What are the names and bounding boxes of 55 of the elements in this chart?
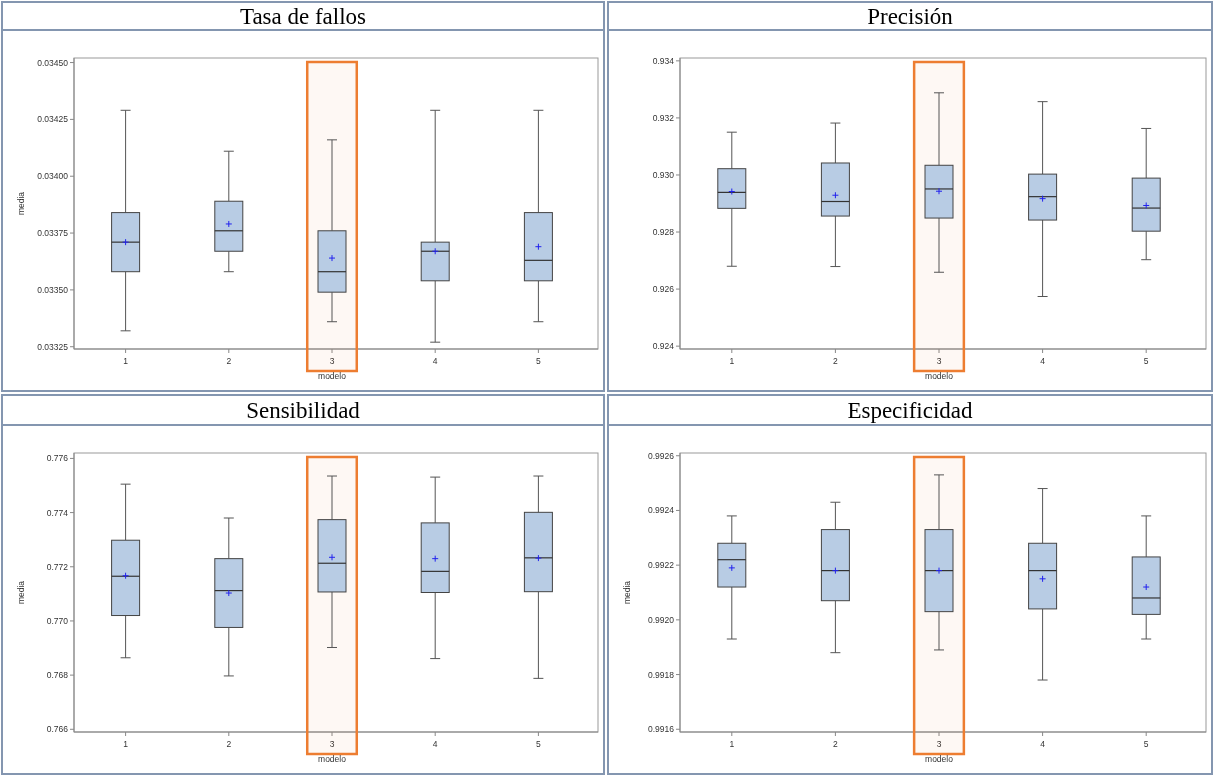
x-tick-label: 4 xyxy=(432,739,438,749)
y-tick-label: 0.9926 xyxy=(648,450,675,461)
y-tick-label: 0.770 xyxy=(46,615,69,626)
chart-title: Especificidad xyxy=(847,398,974,423)
y-axis-title: media xyxy=(16,580,26,605)
y-tick-label: 0.768 xyxy=(46,670,69,681)
y-tick-label: 0.766 xyxy=(46,724,69,735)
x-tick-label: 2 xyxy=(226,356,232,366)
y-tick-label: 0.926 xyxy=(652,284,675,295)
y-tick-label: 0.934 xyxy=(652,55,675,66)
y-tick-label: 0.930 xyxy=(652,169,675,180)
x-tick-label: 3 xyxy=(936,356,942,366)
y-tick-label: 0.9918 xyxy=(648,669,675,680)
y-tick-label: 0.03375 xyxy=(37,228,69,239)
x-tick-label: 3 xyxy=(329,739,335,749)
y-axis-title: media xyxy=(622,580,632,605)
x-axis-title: modelo xyxy=(318,754,347,764)
chart-title: Sensibilidad xyxy=(246,398,361,423)
x-tick-label: 4 xyxy=(1040,739,1046,749)
y-tick-label: 0.924 xyxy=(652,341,675,352)
x-tick-label: 4 xyxy=(1040,356,1046,366)
y-tick-label: 0.9922 xyxy=(648,560,675,571)
x-axis-title: modelo xyxy=(925,754,954,764)
y-tick-label: 0.776 xyxy=(46,453,69,464)
y-tick-label: 0.03325 xyxy=(37,341,69,352)
x-tick-label: 5 xyxy=(1143,356,1149,366)
x-tick-label: 3 xyxy=(936,739,942,749)
y-tick-label: 0.03400 xyxy=(37,171,69,182)
chart-title: Tasa de fallos xyxy=(239,4,367,29)
y-tick-label: 0.03450 xyxy=(37,57,69,68)
y-tick-label: 0.932 xyxy=(652,112,675,123)
x-tick-label: 1 xyxy=(123,739,129,749)
x-tick-label: 3 xyxy=(329,356,335,366)
y-tick-label: 0.9920 xyxy=(648,614,675,625)
y-tick-label: 0.774 xyxy=(46,507,69,518)
y-tick-label: 0.772 xyxy=(46,561,69,572)
x-tick-label: 5 xyxy=(1143,739,1149,749)
chart-title: Precisión xyxy=(867,4,954,29)
x-tick-label: 1 xyxy=(729,356,735,366)
x-tick-label: 2 xyxy=(833,356,839,366)
y-axis-title: media xyxy=(16,191,26,216)
y-tick-label: 0.9916 xyxy=(648,724,675,735)
x-tick-label: 2 xyxy=(833,739,839,749)
y-tick-label: 0.9924 xyxy=(648,505,675,516)
x-tick-label: 2 xyxy=(226,739,232,749)
y-tick-label: 0.928 xyxy=(652,227,675,238)
x-tick-label: 4 xyxy=(432,356,438,366)
y-tick-label: 0.03425 xyxy=(37,114,69,125)
y-tick-label: 0.03350 xyxy=(37,284,69,295)
x-axis-title: modelo xyxy=(925,371,954,381)
x-tick-label: 1 xyxy=(729,739,735,749)
x-tick-label: 5 xyxy=(536,356,542,366)
x-axis-title: modelo xyxy=(318,371,347,381)
x-tick-label: 5 xyxy=(536,739,542,749)
x-tick-label: 1 xyxy=(123,356,129,366)
